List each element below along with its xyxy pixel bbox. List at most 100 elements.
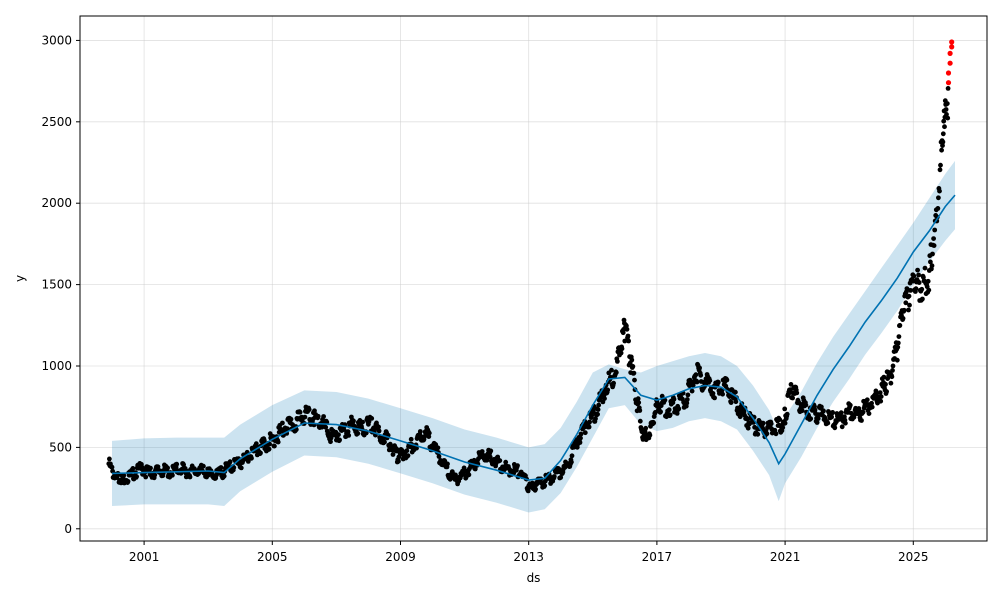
observed-point — [712, 395, 717, 401]
observed-point — [435, 445, 441, 451]
observed-point — [825, 420, 831, 426]
observed-point — [569, 459, 574, 465]
observed-point — [938, 162, 943, 168]
observed-point — [937, 167, 943, 173]
observed-point — [525, 488, 531, 494]
observed-point — [155, 464, 161, 470]
observed-point — [288, 416, 294, 422]
observed-point — [881, 374, 887, 380]
observed-point — [426, 430, 432, 436]
observed-point — [417, 429, 423, 434]
observed-point — [128, 472, 134, 478]
observed-point — [940, 139, 946, 145]
observed-point — [685, 392, 691, 398]
observed-point — [658, 409, 663, 415]
observed-point — [602, 396, 607, 401]
observed-point — [272, 443, 277, 449]
observed-point — [941, 118, 947, 124]
observed-point — [860, 409, 866, 415]
observed-point — [906, 307, 911, 313]
observed-point — [497, 458, 503, 463]
observed-point — [258, 450, 263, 456]
observed-point — [542, 483, 548, 489]
observed-point — [878, 394, 884, 399]
observed-point — [890, 363, 896, 369]
highlight-point — [949, 39, 955, 45]
observed-point — [315, 413, 321, 419]
observed-point — [635, 396, 641, 402]
observed-point — [615, 359, 620, 364]
observed-point — [888, 380, 894, 386]
observed-point — [764, 431, 770, 437]
observed-point — [605, 387, 611, 393]
observed-point — [689, 388, 695, 394]
observed-point — [267, 441, 272, 447]
observed-point — [360, 419, 365, 425]
observed-point — [515, 463, 520, 468]
observed-point — [390, 452, 396, 457]
observed-point — [630, 364, 636, 369]
observed-point — [821, 408, 826, 414]
observed-point — [782, 420, 788, 426]
observed-point — [903, 300, 909, 306]
observed-point — [922, 265, 928, 271]
observed-point — [426, 434, 432, 439]
observed-point — [684, 397, 690, 402]
highlight-point — [945, 70, 952, 76]
observed-point — [637, 418, 643, 424]
observed-point — [780, 425, 786, 430]
observed-point — [152, 472, 158, 478]
observed-point — [710, 391, 716, 396]
observed-point — [595, 411, 600, 417]
observed-point — [376, 428, 382, 434]
observed-point — [148, 465, 153, 471]
observed-point — [107, 456, 112, 462]
observed-point — [676, 406, 682, 412]
observed-point — [745, 425, 751, 431]
observed-point — [895, 340, 901, 346]
observed-point — [684, 400, 690, 406]
observed-point — [569, 453, 575, 459]
highlight-point — [947, 60, 953, 66]
observed-point — [503, 459, 509, 465]
x-tick-label: 2021 — [770, 550, 801, 564]
observed-point — [376, 424, 381, 430]
observed-point — [551, 474, 557, 479]
observed-point — [944, 112, 949, 117]
observed-point — [832, 425, 838, 431]
observed-point — [737, 414, 743, 420]
observed-point — [733, 399, 739, 405]
observed-point — [618, 350, 624, 356]
observed-point — [466, 472, 472, 478]
observed-point — [943, 107, 949, 112]
observed-point — [715, 379, 721, 385]
observed-point — [174, 461, 180, 467]
y-axis-label: y — [13, 275, 27, 282]
observed-point — [130, 466, 136, 471]
observed-point — [249, 455, 254, 461]
observed-point — [906, 293, 912, 299]
observed-point — [284, 426, 290, 432]
observed-point — [619, 346, 625, 352]
observed-point — [830, 410, 835, 415]
observed-point — [346, 433, 352, 438]
x-tick-label: 2009 — [385, 550, 416, 564]
observed-point — [869, 400, 874, 406]
observed-point — [939, 147, 944, 153]
y-axis-ticks: 0 500 1000 1500 2000 2500 3000 — [41, 33, 80, 536]
highlight-point — [945, 80, 952, 86]
observed-point — [930, 251, 935, 257]
observed-point — [577, 440, 583, 445]
observed-point — [945, 86, 951, 91]
observed-point — [929, 263, 935, 269]
observed-point — [920, 296, 925, 302]
observed-point — [925, 278, 931, 284]
x-axis-label: ds — [527, 571, 541, 585]
x-axis-ticks: 2001 2005 2009 2013 2017 2021 2025 — [129, 541, 929, 564]
observed-point — [919, 286, 925, 292]
observed-point — [777, 417, 783, 422]
observed-point — [928, 259, 933, 265]
observed-point — [227, 459, 233, 465]
observed-point — [760, 420, 766, 426]
